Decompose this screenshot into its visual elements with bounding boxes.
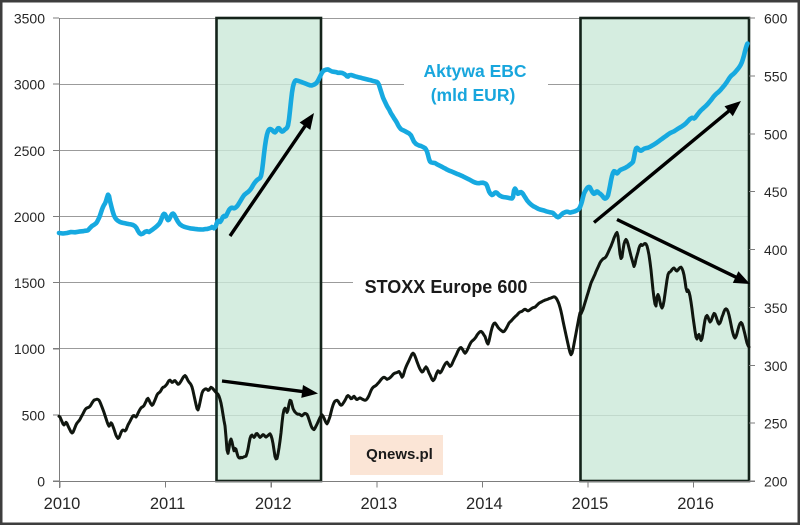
svg-text:2000: 2000 <box>14 209 45 225</box>
svg-text:600: 600 <box>764 11 788 27</box>
svg-text:350: 350 <box>764 300 788 316</box>
svg-text:500: 500 <box>22 407 46 423</box>
svg-text:2016: 2016 <box>677 495 714 513</box>
svg-text:300: 300 <box>764 358 788 374</box>
svg-text:2011: 2011 <box>150 495 185 513</box>
svg-text:(mld EUR): (mld EUR) <box>431 85 516 105</box>
svg-text:0: 0 <box>37 474 45 490</box>
svg-text:2015: 2015 <box>572 495 609 513</box>
svg-text:2010: 2010 <box>44 495 81 513</box>
svg-text:450: 450 <box>764 184 788 200</box>
svg-text:400: 400 <box>764 242 788 258</box>
svg-text:550: 550 <box>764 68 788 84</box>
svg-text:2014: 2014 <box>466 495 503 513</box>
svg-text:250: 250 <box>764 416 788 432</box>
svg-text:3500: 3500 <box>14 11 45 27</box>
svg-text:200: 200 <box>764 474 788 490</box>
svg-text:3000: 3000 <box>14 77 45 93</box>
svg-text:2013: 2013 <box>360 495 397 513</box>
svg-text:Aktywa EBC: Aktywa EBC <box>423 61 526 81</box>
svg-text:STOXX Europe 600: STOXX Europe 600 <box>365 277 528 297</box>
svg-text:Qnews.pl: Qnews.pl <box>366 446 433 463</box>
svg-text:2012: 2012 <box>255 495 292 513</box>
svg-text:500: 500 <box>764 126 788 142</box>
svg-text:1500: 1500 <box>14 275 45 291</box>
svg-text:2500: 2500 <box>14 143 45 159</box>
svg-text:1000: 1000 <box>14 341 45 357</box>
